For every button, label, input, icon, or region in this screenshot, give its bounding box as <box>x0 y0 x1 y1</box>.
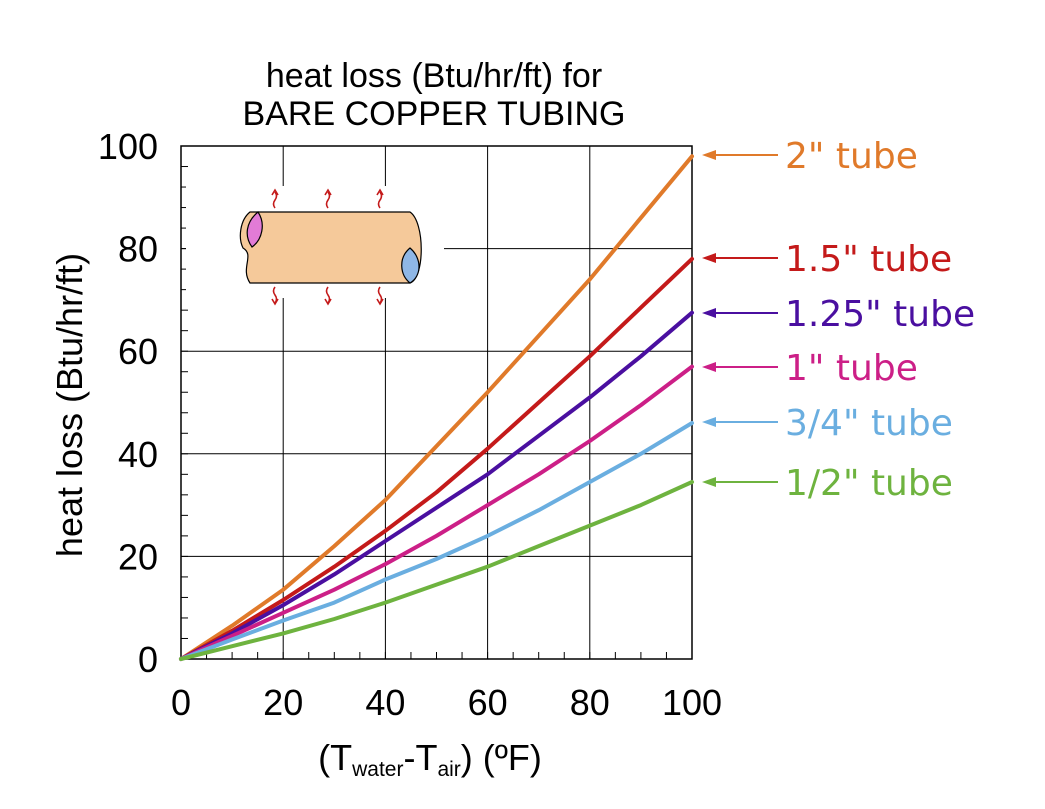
y-axis-label: heat loss (Btu/hr/ft) <box>49 253 90 557</box>
chart-title-line-2: BARE COPPER TUBING <box>242 95 626 133</box>
legend-arrowhead-3 <box>702 362 716 372</box>
tick-labels: 0 20 40 60 80 100 0 20 40 60 80 100 <box>98 126 722 723</box>
legend-label-1: 1.5" tube <box>785 239 952 280</box>
legend-arrowhead-1 <box>702 253 716 263</box>
copper-tube-icon <box>186 186 444 306</box>
heat-arrowhead-up-0 <box>271 188 279 196</box>
series-line-2 <box>179 310 694 661</box>
x-axis-label-open: (T <box>318 737 352 778</box>
series-line-4 <box>179 421 694 661</box>
series-lines <box>179 154 694 661</box>
legend-label-5: 1/2" tube <box>785 463 953 504</box>
series-line-5 <box>179 480 694 661</box>
y-tick-label-1: 20 <box>118 536 158 577</box>
x-tick-label-4: 80 <box>570 682 610 723</box>
legend-label-4: 3/4" tube <box>785 403 953 444</box>
y-tick-label-0: 0 <box>138 639 158 680</box>
plot-border <box>180 145 693 660</box>
legend-arrowhead-4 <box>702 417 716 427</box>
y-tick-label-4: 80 <box>118 229 158 270</box>
heat-arrowhead-up-2 <box>376 188 384 196</box>
heat-arrow-up-2 <box>377 191 383 209</box>
x-axis-label-sub-air: air <box>437 758 460 781</box>
legend-label-3: 1" tube <box>785 348 918 389</box>
legend-label-2: 1.25" tube <box>785 294 975 335</box>
x-tick-label-0: 0 <box>171 682 191 723</box>
heat-arrow-up-1 <box>325 191 331 209</box>
heat-arrowhead-down-2 <box>376 298 384 306</box>
legend-arrowhead-5 <box>702 477 716 487</box>
x-axis-label-sub-water: water <box>351 758 403 781</box>
series-line-3 <box>179 364 694 661</box>
legend-arrowhead-0 <box>702 150 716 160</box>
y-tick-label-2: 40 <box>118 434 158 475</box>
legend: 2" tube 1.5" tube 1.25" tube 1" tube 3/4" tu… <box>702 136 975 504</box>
plot-frame <box>180 145 693 660</box>
y-tick-label-3: 60 <box>118 331 158 372</box>
heat-arrowhead-down-0 <box>271 298 279 306</box>
x-tick-label-2: 40 <box>365 682 405 723</box>
x-tick-label-5: 100 <box>662 682 722 723</box>
chart-title-line-1: heat loss (Btu/hr/ft) for <box>265 57 603 95</box>
x-axis-label-close: ) (ºF) <box>461 737 542 778</box>
heat-arrow-up-0 <box>272 191 278 209</box>
series-line-1 <box>179 256 694 661</box>
y-tick-label-5: 100 <box>98 126 158 167</box>
x-tick-label-1: 20 <box>263 682 303 723</box>
heat-arrowhead-down-1 <box>324 298 332 306</box>
legend-arrowhead-2 <box>702 308 716 318</box>
x-tick-label-3: 60 <box>468 682 508 723</box>
x-axis-label: (Twater-Tair) (ºF) <box>318 737 542 781</box>
heat-arrowhead-up-1 <box>324 188 332 196</box>
x-axis-label-dash: -T <box>403 737 437 778</box>
heat-arrows-icon <box>271 188 384 306</box>
legend-label-0: 2" tube <box>785 136 918 177</box>
series-line-0 <box>179 154 694 661</box>
